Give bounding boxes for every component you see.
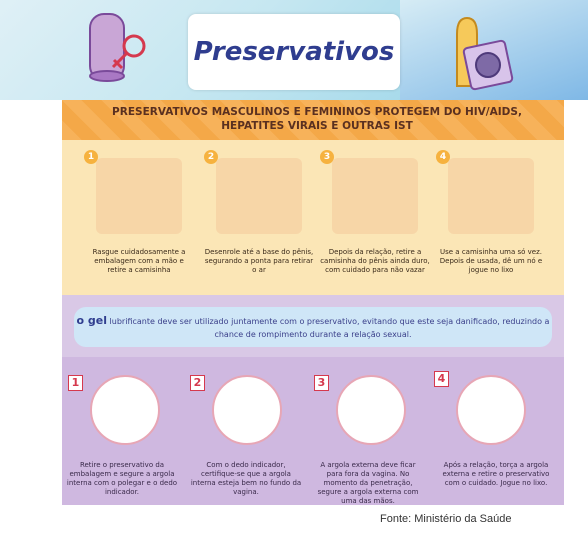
step-illustration	[456, 375, 526, 445]
title-box: Preservativos	[188, 14, 400, 90]
page-title: Preservativos	[193, 37, 395, 67]
female-symbol-icon	[111, 34, 146, 70]
step-number: 4	[434, 371, 449, 387]
step-illustration	[332, 158, 418, 234]
step-caption: Após a relação, torça a argola externa e…	[442, 461, 550, 487]
step-caption: Rasgue cuidadosamente a embalagem com a …	[92, 248, 186, 274]
step-illustration	[96, 158, 182, 234]
step-caption: Use a camisinha uma só vez. Depois de us…	[439, 248, 543, 274]
step-caption: Desenrole até a base do pênis, segurando…	[204, 248, 314, 274]
gel-panel: o gel lubrificante deve ser utilizado ju…	[62, 295, 564, 357]
step-number: 1	[84, 150, 98, 164]
step-illustration	[90, 375, 160, 445]
step-illustration	[448, 158, 534, 234]
step-caption: Depois da relação, retire a camisinha do…	[320, 248, 430, 274]
step-caption: Com o dedo indicador, certifique-se que …	[190, 461, 302, 496]
step-number: 4	[436, 150, 450, 164]
gel-word: o gel	[76, 314, 108, 327]
source-caption: Fonte: Ministério da Saúde	[380, 513, 512, 525]
step-illustration	[212, 375, 282, 445]
step-caption: Retire o preservativo da embalagem e seg…	[66, 461, 178, 496]
step-number: 2	[204, 150, 218, 164]
banner-text: PRESERVATIVOS MASCULINOS E FEMININOS PRO…	[112, 106, 522, 132]
male-condom-panel: PRESERVATIVOS MASCULINOS E FEMININOS PRO…	[62, 100, 564, 295]
step-number: 2	[190, 375, 205, 391]
female-condom-panel: 1 Retire o preservativo da embalagem e s…	[62, 357, 564, 505]
step-illustration	[216, 158, 302, 234]
step-caption: A argola externa deve ficar para fora da…	[317, 461, 419, 505]
gel-note: o gel lubrificante deve ser utilizado ju…	[74, 307, 552, 347]
step-number: 1	[68, 375, 83, 391]
gel-text: lubrificante deve ser utilizado juntamen…	[107, 317, 550, 339]
male-condom-icon	[456, 16, 514, 91]
condom-package-icon	[462, 39, 514, 91]
step-number: 3	[320, 150, 334, 164]
step-number: 3	[314, 375, 329, 391]
banner: PRESERVATIVOS MASCULINOS E FEMININOS PRO…	[62, 100, 564, 140]
female-condom-icon	[89, 13, 146, 82]
step-illustration	[336, 375, 406, 445]
